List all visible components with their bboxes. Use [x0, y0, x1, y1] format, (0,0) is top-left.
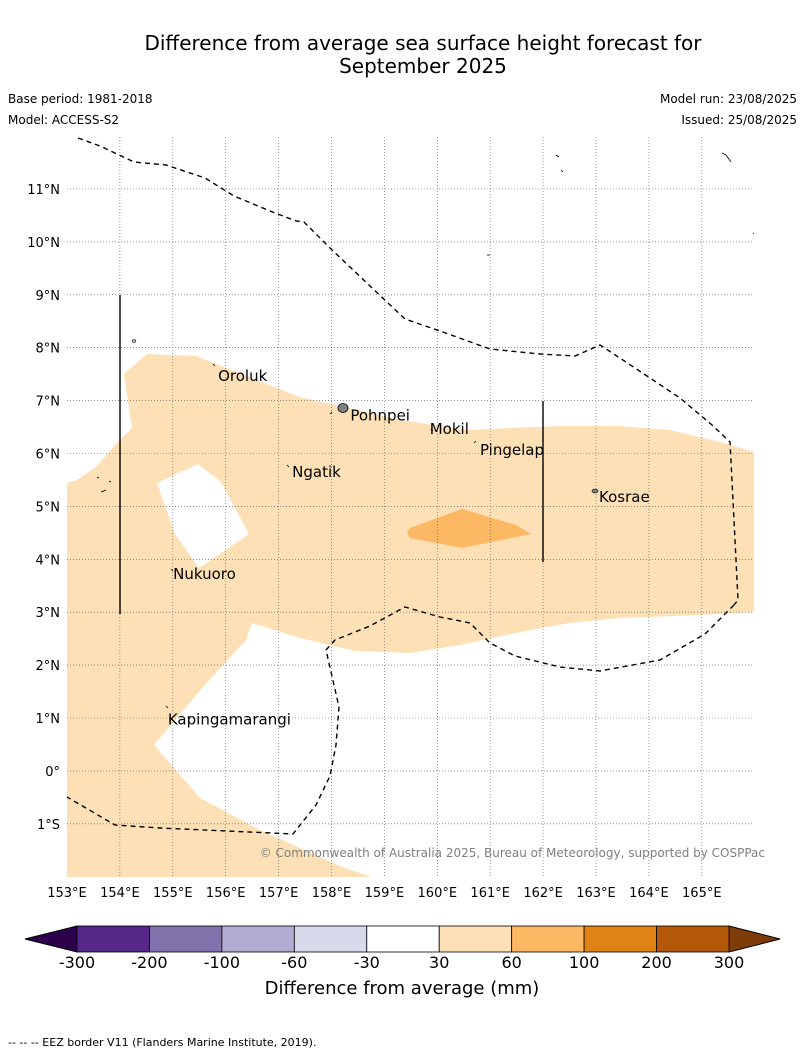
lat-tick-label: 10°N: [27, 236, 60, 251]
small-island: [165, 363, 477, 709]
lat-tick-label: 0°: [45, 765, 60, 780]
lon-tick-label: 157°E: [259, 886, 299, 901]
model-run-date: Model run: 23/08/2025: [659, 92, 797, 106]
colorbar-segment: [366, 925, 440, 953]
place-label-pingelap: Pingelap: [480, 441, 544, 459]
lat-tick-label: 1°N: [36, 712, 61, 727]
lat-tick-label: 1°S: [37, 818, 60, 833]
lat-tick-label: 9°N: [36, 289, 61, 304]
colorbar-tick: 100: [569, 953, 600, 972]
title-line-2: September 2025: [339, 54, 507, 78]
lat-tick-label: 2°N: [36, 659, 61, 674]
lat-tick-label: 8°N: [36, 342, 61, 357]
colorbar-tick-labels: -300 -200 -100 -60 -30 30 60 100 200 300: [59, 953, 744, 972]
lon-tick-label: 163°E: [576, 886, 616, 901]
colorbar-tick: 30: [429, 953, 449, 972]
axis-labels: 11°N 10°N 9°N 8°N 7°N 6°N 5°N 4°N 3°N 2°N 1°N 0° 1°S…: [27, 183, 721, 901]
colorbar-segment: [293, 925, 368, 953]
colorbar-tick: -30: [354, 953, 380, 972]
lon-tick-label: 155°E: [153, 886, 193, 901]
place-label-ngatik: Ngatik: [292, 463, 341, 481]
lon-tick-label: 162°E: [523, 886, 563, 901]
issued-date: Issued: 25/08/2025: [681, 113, 797, 127]
place-label-mokil: Mokil: [430, 420, 469, 438]
lon-tick-label: 159°E: [365, 886, 405, 901]
colorbar-tick: 300: [714, 953, 745, 972]
colorbar-segment: [76, 925, 150, 953]
lon-tick-label: 158°E: [312, 886, 352, 901]
colorbar-segment: [511, 925, 585, 953]
pohnpei-island: [337, 403, 349, 413]
small-island: [96, 152, 754, 493]
lon-tick-label: 165°E: [682, 886, 722, 901]
anomaly-30-60-region: [67, 354, 754, 877]
place-label-kapingamarangi: Kapingamarangi: [168, 711, 291, 729]
colorbar-tick: -200: [131, 953, 167, 972]
colorbar-overflow: [728, 925, 781, 953]
colorbar-tick: -300: [59, 953, 95, 972]
colorbar-tick: -100: [204, 953, 240, 972]
eez-border-north: [77, 137, 739, 606]
colorbar-segment: [656, 925, 730, 953]
colorbar-tick: 200: [641, 953, 672, 972]
lon-tick-label: 154°E: [100, 886, 140, 901]
map-title: Difference from average sea surface heig…: [0, 32, 804, 78]
colorbar: [24, 925, 781, 953]
colorbar-segment: [438, 925, 513, 953]
lat-tick-label: 6°N: [36, 448, 61, 463]
colorbar-segment: [583, 925, 657, 953]
lat-tick-label: 11°N: [27, 183, 60, 198]
islands: [96, 152, 754, 709]
colorbar-label: Difference from average (mm): [264, 978, 540, 999]
eez-footnote: -- -- -- EEZ border V11 (Flanders Marine…: [8, 1036, 317, 1049]
model-name: Model: ACCESS-S2: [8, 113, 120, 127]
place-label-kosrae: Kosrae: [599, 488, 650, 506]
place-label-oroluk: Oroluk: [218, 367, 267, 385]
colorbar-tick: 60: [501, 953, 521, 972]
copyright-notice: © Commonwealth of Australia 2025, Bureau…: [260, 846, 765, 860]
title-line-1: Difference from average sea surface heig…: [144, 31, 702, 55]
kosrae-island: [591, 488, 599, 494]
colorbar-segment: [149, 925, 223, 953]
lon-tick-label: 156°E: [206, 886, 246, 901]
place-labels: Oroluk Pohnpei Mokil Pingelap Ngatik Kosrae Nu…: [168, 367, 650, 729]
place-label-nukuoro: Nukuoro: [173, 565, 236, 583]
place-label-pohnpei: Pohnpei: [350, 407, 410, 425]
lat-tick-label: 7°N: [36, 395, 61, 410]
lon-tick-label: 164°E: [629, 886, 669, 901]
base-period: Base period: 1981-2018: [8, 92, 153, 106]
anomaly-60-100-region: [407, 509, 531, 548]
eez-borders: [67, 137, 739, 835]
map-gridlines: [67, 137, 754, 877]
eez-border-south: [67, 604, 735, 835]
lon-tick-label: 160°E: [418, 886, 458, 901]
small-island: [131, 339, 137, 343]
colorbar-underflow: [24, 925, 78, 953]
map-plot-area: [67, 137, 754, 877]
lat-tick-label: 3°N: [36, 606, 61, 621]
lat-tick-label: 4°N: [36, 553, 61, 568]
lon-tick-label: 153°E: [47, 886, 87, 901]
lat-tick-label: 5°N: [36, 500, 61, 515]
lon-tick-label: 161°E: [470, 886, 510, 901]
colorbar-tick: -60: [281, 953, 307, 972]
colorbar-segment: [221, 925, 295, 953]
